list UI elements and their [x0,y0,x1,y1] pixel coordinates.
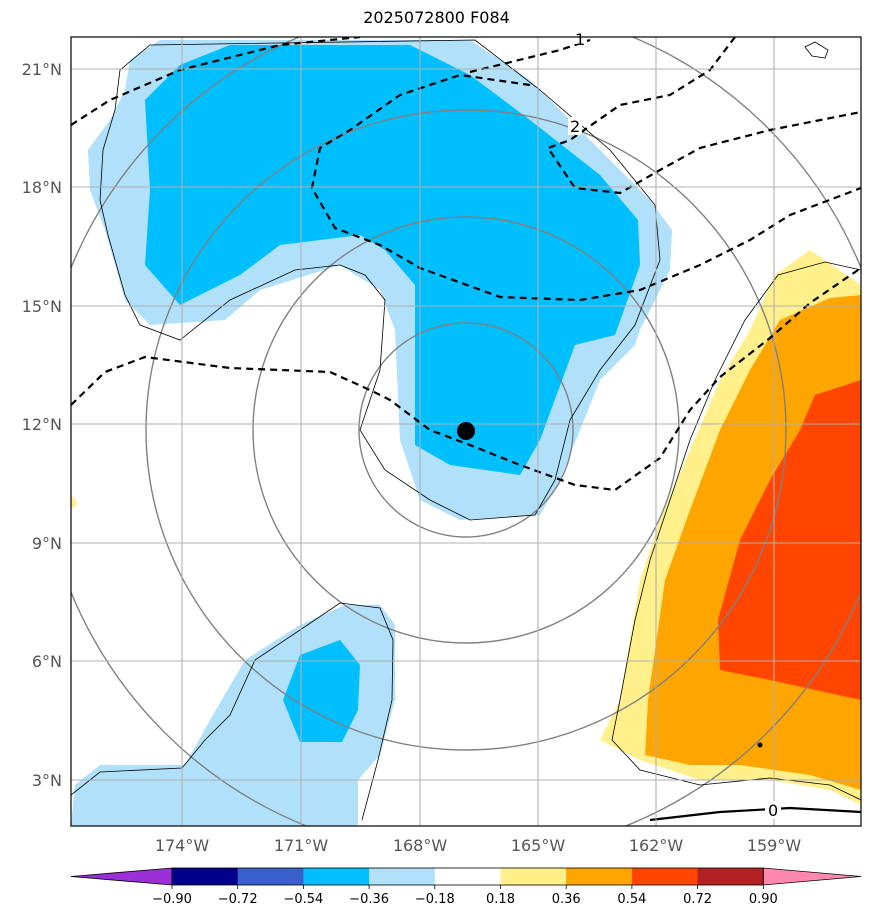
lat-label-6: 6°N [32,652,62,671]
colorbar-segment [303,868,370,885]
colorbar-extend-high [762,867,862,886]
colorbar-segment [697,868,764,885]
positive-anomaly-orangered [718,380,861,700]
lon-label-159: 159°W [747,836,802,855]
plot-frame [70,36,862,827]
contour-label-2: 2 [570,117,580,136]
lon-label-165: 165°W [511,836,566,855]
dashed-contour-1 [71,37,361,126]
colorbar-tick-label: −0.90 [152,892,192,907]
lon-label-171: 171°W [274,836,329,855]
contour-label-2-bg [568,117,582,135]
thin-contour-east [611,261,861,801]
colorbar-segment [500,868,567,885]
lon-label-162: 162°W [629,836,684,855]
colorbar-segment [631,868,699,885]
colorbar-extend-low [70,867,173,886]
positive-anomaly-left-blob [71,495,78,510]
colorbar-outline [171,867,764,886]
colorbar-segment [172,868,239,885]
dashed-contour-2 [310,73,861,302]
longitude-labels: 174°W 171°W 168°W 165°W 162°W 159°W [155,836,802,855]
lat-label-9: 9°N [32,534,62,553]
negative-anomaly-deep-south [283,640,360,742]
lat-label-21: 21°N [22,60,62,79]
lat-label-15: 15°N [22,297,62,316]
colorbar-tick-label: 0.90 [749,892,778,907]
contour-labels: 1 2 0 [568,30,781,820]
lon-label-168: 168°W [393,836,448,855]
storm-center-marker [457,422,475,440]
colorbar-tick-label: 0.54 [617,892,646,907]
storm-distance-rings [71,37,861,826]
colorbar-tick-label: −0.72 [218,892,258,907]
solid-contour-zero [649,806,861,822]
colorbar-tick-label: −0.54 [283,892,323,907]
thin-contour-north [99,39,661,521]
colorbar-segment [434,868,501,885]
colorbar-segment [237,868,304,885]
contour-label-0-bg [765,801,781,819]
latitude-labels: 21°N 18°N 15°N 12°N 9°N 6°N 3°N [22,60,62,790]
dashed-contour-0 [71,267,861,492]
ring-1 [358,322,574,538]
colorbar-tick-label: −0.36 [349,892,389,907]
colorbar-tick-label: 0.36 [552,892,581,907]
colorbar-tick-label: −0.18 [415,892,455,907]
ring-2 [252,216,680,644]
map-layers [71,37,861,826]
ring-3 [145,109,787,751]
lon-label-174: 174°W [155,836,210,855]
colorbar: −0.90 −0.72 −0.54 −0.36 −0.18 0.18 0.36 0.54 0.7… [70,867,862,907]
colorbar-tick-label: 0.72 [683,892,712,907]
thin-contour-hawaii [804,41,829,59]
colorbar-segment [566,868,633,885]
lat-label-18: 18°N [22,178,62,197]
negative-anomaly-deep-north [145,45,640,475]
small-island-dot [757,742,763,748]
lat-label-12: 12°N [22,415,62,434]
colorbar-tick-label: 0.18 [486,892,515,907]
lat-label-3: 3°N [32,771,62,790]
contour-label-0: 0 [768,801,778,820]
dashed-contour-2b [546,37,861,195]
map-title: 2025072800 F084 [363,8,510,27]
contour-label-1: 1 [575,30,585,49]
colorbar-segment [369,868,436,885]
